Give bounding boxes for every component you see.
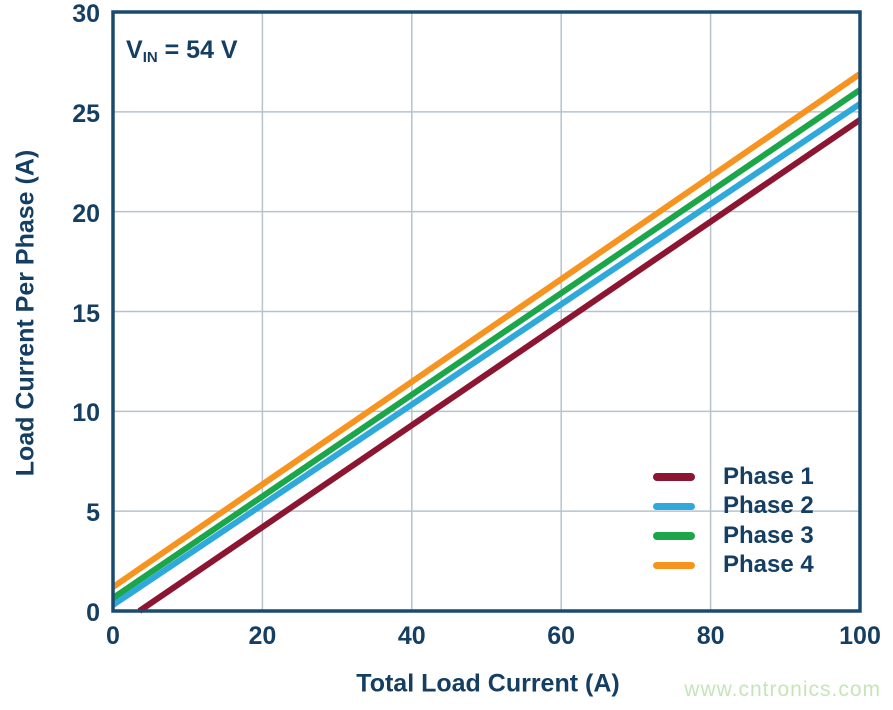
x-tick-label-0: 0	[106, 622, 120, 650]
series-line-phase-3	[111, 87, 862, 601]
legend-label-phase-1: Phase 1	[723, 462, 814, 490]
legend-row-phase-4: Phase 4	[653, 551, 814, 581]
vin-annotation-value: = 54 V	[157, 36, 238, 64]
y-axis-title: Load Current Per Phase (A)	[11, 149, 40, 477]
legend-row-phase-1: Phase 1	[653, 462, 814, 492]
x-tick-label-80: 80	[696, 622, 725, 650]
y-tick-label-30: 30	[72, 0, 100, 28]
y-tick-label-25: 25	[72, 99, 100, 128]
x-tick-label-40: 40	[397, 622, 426, 650]
y-tick-label-20: 20	[72, 199, 100, 228]
legend-swatch-phase-2	[653, 502, 695, 510]
legend-swatch-phase-4	[653, 561, 695, 569]
x-tick-label-100: 100	[839, 622, 881, 650]
vin-annotation: VIN = 54 V	[126, 36, 238, 67]
series-line-phase-4	[111, 71, 862, 590]
legend-label-phase-3: Phase 3	[723, 521, 814, 549]
y-tick-label-15: 15	[72, 299, 100, 328]
legend: Phase 1 Phase 2 Phase 3 Phase 4	[653, 462, 814, 580]
y-tick-label-10: 10	[72, 399, 100, 428]
legend-swatch-phase-1	[653, 473, 695, 481]
vin-annotation-subscript: IN	[142, 49, 158, 67]
legend-label-phase-4: Phase 4	[723, 551, 814, 579]
legend-swatch-phase-3	[653, 532, 695, 540]
watermark: www.cntronics.com	[684, 678, 881, 701]
vin-annotation-symbol: V	[126, 36, 143, 64]
y-tick-label-5: 5	[86, 499, 100, 528]
legend-row-phase-2: Phase 2	[653, 492, 814, 522]
x-tick-label-20: 20	[248, 622, 277, 650]
series-line-phase-2	[111, 101, 862, 608]
legend-label-phase-2: Phase 2	[723, 492, 814, 520]
plot-border	[111, 10, 862, 613]
x-axis-title: Total Load Current (A)	[356, 669, 620, 698]
legend-row-phase-3: Phase 3	[653, 521, 814, 551]
y-tick-label-0: 0	[86, 599, 100, 627]
series-line-phase-1	[137, 117, 862, 614]
series-lines	[111, 71, 862, 614]
x-tick-label-60: 60	[547, 622, 576, 650]
